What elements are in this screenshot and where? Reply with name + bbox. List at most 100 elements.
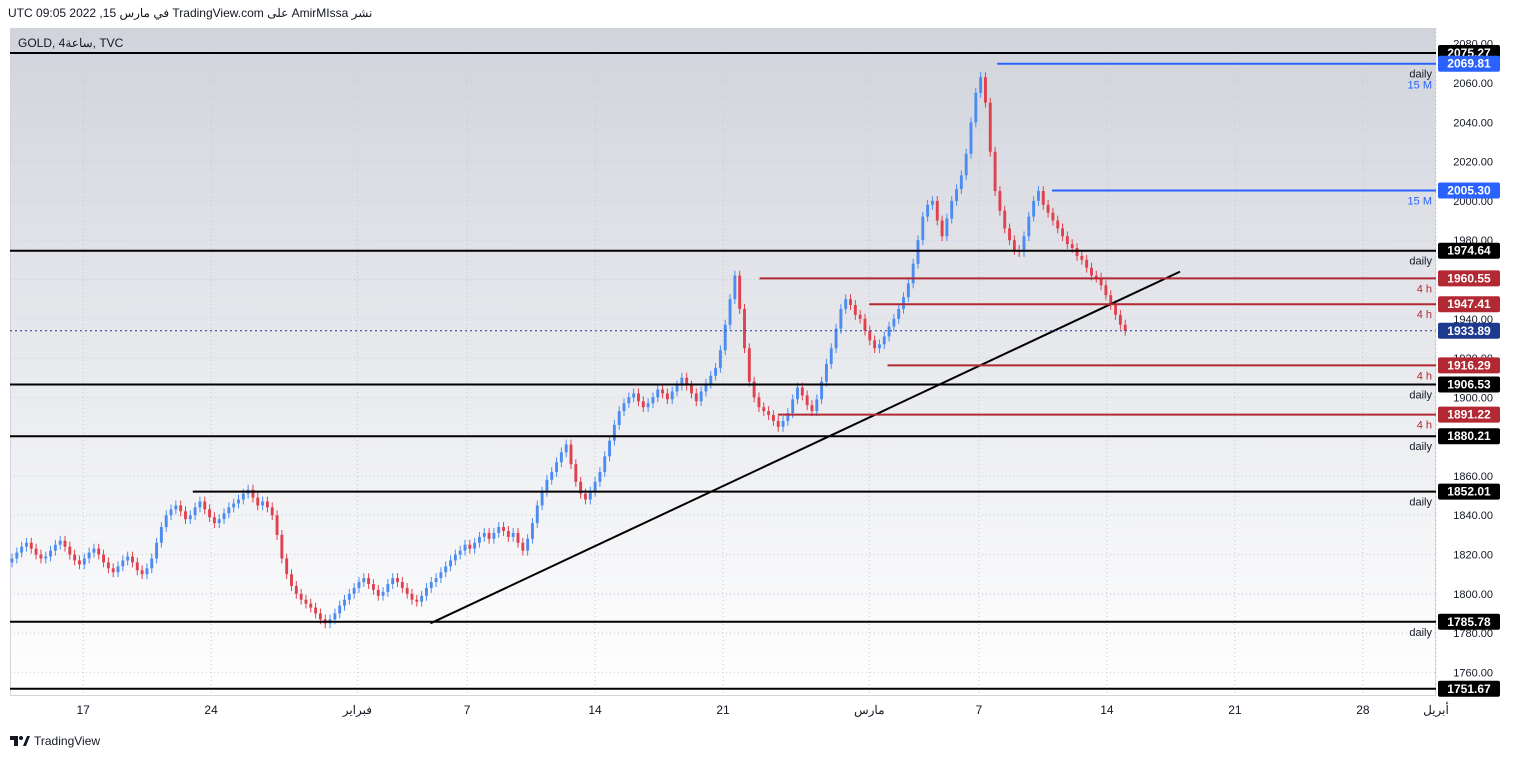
candle-body	[771, 415, 775, 421]
candle-body	[627, 397, 631, 404]
candle-body	[73, 554, 77, 561]
candle-body	[820, 381, 824, 400]
candle-body	[453, 554, 457, 561]
candle-body	[251, 489, 255, 498]
candle-body	[1056, 220, 1060, 229]
candle-body	[309, 603, 313, 608]
candle-body	[275, 515, 279, 535]
candle-body	[1075, 248, 1079, 256]
candle-body	[834, 328, 838, 349]
candle-body	[116, 566, 120, 573]
candle-body	[63, 540, 67, 547]
candle-body	[979, 77, 983, 93]
candle-body	[102, 554, 106, 563]
level-price-tag	[1438, 357, 1500, 374]
price-tick-label: 1820.00	[1453, 550, 1493, 562]
candle-body	[1003, 210, 1007, 229]
candle-body	[135, 562, 139, 571]
price-tick-label: 2040.00	[1453, 117, 1493, 129]
candle-body	[675, 385, 679, 392]
time-tick-label: فبراير	[342, 703, 372, 717]
candle-body	[873, 340, 877, 349]
candle-body	[892, 318, 896, 327]
candle-body	[608, 440, 612, 457]
candle-body	[482, 532, 486, 537]
candle-body	[916, 240, 920, 264]
level-price-label: 2069.81	[1447, 57, 1491, 71]
candle-body	[1032, 200, 1036, 217]
time-tick-label: أبريل	[1423, 702, 1449, 717]
candle-body	[781, 420, 785, 427]
level-note-label: 4 h	[1417, 420, 1432, 432]
candle-body	[78, 560, 81, 565]
candle-body	[935, 200, 939, 221]
grid-lines	[10, 28, 1437, 696]
candle-body	[709, 375, 713, 384]
candle-body	[400, 582, 404, 588]
candle-body	[805, 395, 809, 406]
candle-body	[159, 527, 163, 543]
candle-body	[998, 191, 1002, 211]
candle-body	[911, 263, 915, 284]
candle-body	[164, 515, 168, 528]
candle-body	[434, 578, 438, 583]
candle-body	[829, 348, 833, 364]
candle-body	[776, 420, 780, 427]
candle-body	[564, 444, 568, 453]
candle-body	[270, 507, 274, 516]
level-note-label: 4 h	[1417, 370, 1432, 382]
candle-body	[174, 505, 178, 510]
candle-body	[376, 589, 380, 596]
candle-body	[685, 377, 689, 386]
candle-body	[858, 314, 862, 319]
candle-body	[1037, 191, 1040, 201]
candle-body	[405, 587, 409, 594]
price-tick-label: 1860.00	[1453, 471, 1493, 483]
candle-body	[810, 405, 814, 412]
candle-body	[877, 344, 881, 349]
candle-body	[656, 389, 660, 398]
candle-body	[232, 503, 236, 508]
level-price-label: 1852.01	[1447, 485, 1491, 499]
candle-body	[651, 397, 655, 404]
candle-body	[868, 330, 872, 341]
level-price-tag	[1438, 406, 1500, 423]
candle-body	[844, 299, 848, 309]
candle-body	[540, 491, 544, 506]
time-tick-label: 24	[204, 703, 218, 717]
level-price-tag	[1438, 483, 1500, 500]
candle-body	[82, 558, 86, 565]
candle-body	[1065, 236, 1069, 245]
candle-body	[10, 558, 14, 563]
level-price-label: 1880.21	[1447, 429, 1491, 443]
candle-body	[87, 552, 91, 559]
candle-body	[280, 534, 284, 559]
candle-body	[29, 542, 33, 549]
candle-body	[950, 200, 954, 219]
candle-body	[945, 218, 949, 237]
candle-body	[526, 538, 530, 551]
candle-body	[559, 452, 563, 463]
tradingview-branding: TradingView	[10, 734, 100, 748]
candle-body	[208, 509, 212, 518]
time-tick-label: 7	[976, 703, 983, 717]
candle-body	[68, 546, 72, 555]
candle-body	[449, 560, 452, 567]
level-note-label: daily	[1409, 441, 1432, 453]
candle-body	[1046, 204, 1050, 213]
candle-body	[290, 574, 293, 586]
candle-body	[926, 204, 930, 217]
candle-body	[381, 591, 385, 596]
candle-body	[415, 599, 419, 602]
candle-body	[516, 532, 520, 543]
candle-body	[670, 391, 674, 400]
candle-body	[188, 515, 192, 520]
candle-body	[1118, 314, 1122, 325]
price-tick-label: 1800.00	[1453, 589, 1493, 601]
candle-body	[217, 519, 221, 524]
candle-body	[853, 305, 857, 315]
candle-body	[212, 517, 216, 524]
candle-body	[463, 544, 467, 551]
